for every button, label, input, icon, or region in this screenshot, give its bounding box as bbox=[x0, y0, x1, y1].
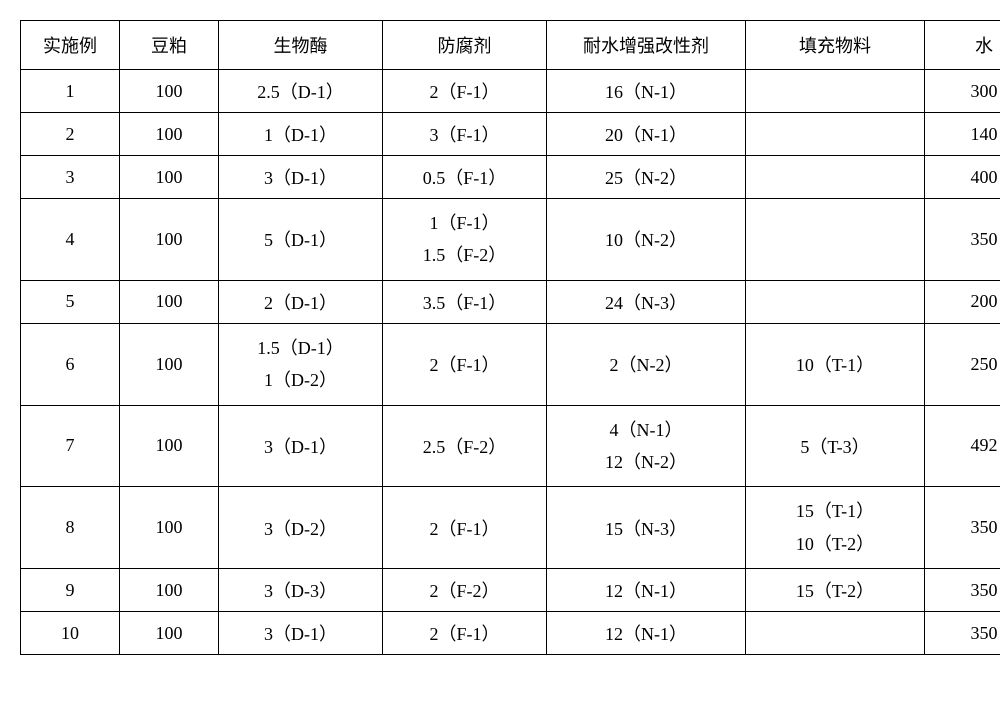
table-cell: 2（F-1） bbox=[383, 70, 547, 113]
table-cell: 2.5（D-1） bbox=[219, 70, 383, 113]
table-cell: 100 bbox=[120, 280, 219, 323]
col-header: 豆粕 bbox=[120, 21, 219, 70]
col-header: 防腐剂 bbox=[383, 21, 547, 70]
table-cell: 4（N-1）12（N-2） bbox=[547, 405, 746, 487]
table-cell: 400 bbox=[925, 156, 1000, 199]
data-table: 实施例豆粕生物酶防腐剂耐水增强改性剂填充物料水 11002.5（D-1）2（F-… bbox=[20, 20, 1000, 655]
table-cell: 350 bbox=[925, 569, 1000, 612]
table-cell: 3（F-1） bbox=[383, 113, 547, 156]
table-cell: 2（F-2） bbox=[383, 569, 547, 612]
col-header: 实施例 bbox=[21, 21, 120, 70]
table-cell: 200 bbox=[925, 280, 1000, 323]
table-row: 41005（D-1）1（F-1）1.5（F-2）10（N-2） 350 bbox=[21, 199, 1000, 281]
table-cell: 350 bbox=[925, 612, 1000, 655]
table-cell: 100 bbox=[120, 70, 219, 113]
table-cell: 100 bbox=[120, 199, 219, 281]
table-cell: 0.5（F-1） bbox=[383, 156, 547, 199]
table-cell: 24（N-3） bbox=[547, 280, 746, 323]
table-cell: 1.5（D-1）1（D-2） bbox=[219, 323, 383, 405]
table-row: 51002（D-1）3.5（F-1）24（N-3） 200 bbox=[21, 280, 1000, 323]
table-cell bbox=[746, 70, 925, 113]
table-cell: 12（N-1） bbox=[547, 569, 746, 612]
col-header: 生物酶 bbox=[219, 21, 383, 70]
table-row: 61001.5（D-1）1（D-2）2（F-1）2（N-2）10（T-1）250 bbox=[21, 323, 1000, 405]
table-cell: 10（T-1） bbox=[746, 323, 925, 405]
table-cell: 2（F-1） bbox=[383, 487, 547, 569]
table-cell: 2（N-2） bbox=[547, 323, 746, 405]
table-cell: 5 bbox=[21, 280, 120, 323]
table-cell: 9 bbox=[21, 569, 120, 612]
table-cell: 25（N-2） bbox=[547, 156, 746, 199]
table-body: 11002.5（D-1）2（F-1）16（N-1）30021001（D-1）3（… bbox=[21, 70, 1000, 655]
table-cell: 2（D-1） bbox=[219, 280, 383, 323]
table-row: 11002.5（D-1）2（F-1）16（N-1） 300 bbox=[21, 70, 1000, 113]
table-cell: 4 bbox=[21, 199, 120, 281]
table-row: 71003（D-1）2.5（F-2）4（N-1）12（N-2）5（T-3）492 bbox=[21, 405, 1000, 487]
table-cell: 100 bbox=[120, 612, 219, 655]
table-cell: 15（T-2） bbox=[746, 569, 925, 612]
table-cell: 3（D-2） bbox=[219, 487, 383, 569]
table-cell: 3（D-1） bbox=[219, 612, 383, 655]
table-cell bbox=[746, 199, 925, 281]
table-cell: 100 bbox=[120, 487, 219, 569]
table-cell: 16（N-1） bbox=[547, 70, 746, 113]
table-header: 实施例豆粕生物酶防腐剂耐水增强改性剂填充物料水 bbox=[21, 21, 1000, 70]
table-cell bbox=[746, 612, 925, 655]
table-cell: 100 bbox=[120, 323, 219, 405]
col-header: 水 bbox=[925, 21, 1000, 70]
table-cell bbox=[746, 113, 925, 156]
table-cell: 5（T-3） bbox=[746, 405, 925, 487]
table-cell: 2（F-1） bbox=[383, 612, 547, 655]
table-cell: 6 bbox=[21, 323, 120, 405]
table-cell: 300 bbox=[925, 70, 1000, 113]
table-cell: 12（N-1） bbox=[547, 612, 746, 655]
table-cell bbox=[746, 156, 925, 199]
table-cell: 140 bbox=[925, 113, 1000, 156]
table-row: 31003（D-1）0.5（F-1）25（N-2） 400 bbox=[21, 156, 1000, 199]
table-cell: 1 bbox=[21, 70, 120, 113]
table-row: 81003（D-2）2（F-1）15（N-3）15（T-1）10（T-2）350 bbox=[21, 487, 1000, 569]
table-cell: 7 bbox=[21, 405, 120, 487]
table-cell: 8 bbox=[21, 487, 120, 569]
table-cell bbox=[746, 280, 925, 323]
table-cell: 3（D-3） bbox=[219, 569, 383, 612]
table-cell: 5（D-1） bbox=[219, 199, 383, 281]
table-row: 91003（D-3）2（F-2）12（N-1）15（T-2）350 bbox=[21, 569, 1000, 612]
table-cell: 100 bbox=[120, 113, 219, 156]
table-cell: 15（T-1）10（T-2） bbox=[746, 487, 925, 569]
table-row: 21001（D-1）3（F-1）20（N-1） 140 bbox=[21, 113, 1000, 156]
table-cell: 2.5（F-2） bbox=[383, 405, 547, 487]
table-cell: 100 bbox=[120, 156, 219, 199]
table-cell: 15（N-3） bbox=[547, 487, 746, 569]
table-cell: 2 bbox=[21, 113, 120, 156]
table-cell: 350 bbox=[925, 199, 1000, 281]
col-header: 填充物料 bbox=[746, 21, 925, 70]
table-cell: 1（F-1）1.5（F-2） bbox=[383, 199, 547, 281]
table-cell: 3（D-1） bbox=[219, 405, 383, 487]
table-cell: 2（F-1） bbox=[383, 323, 547, 405]
header-row: 实施例豆粕生物酶防腐剂耐水增强改性剂填充物料水 bbox=[21, 21, 1000, 70]
table-cell: 10（N-2） bbox=[547, 199, 746, 281]
table-cell: 250 bbox=[925, 323, 1000, 405]
table-cell: 1（D-1） bbox=[219, 113, 383, 156]
table-cell: 20（N-1） bbox=[547, 113, 746, 156]
table-cell: 350 bbox=[925, 487, 1000, 569]
table-cell: 3.5（F-1） bbox=[383, 280, 547, 323]
table-cell: 100 bbox=[120, 569, 219, 612]
table-cell: 10 bbox=[21, 612, 120, 655]
col-header: 耐水增强改性剂 bbox=[547, 21, 746, 70]
table-cell: 3 bbox=[21, 156, 120, 199]
table-cell: 492 bbox=[925, 405, 1000, 487]
table-cell: 100 bbox=[120, 405, 219, 487]
table-cell: 3（D-1） bbox=[219, 156, 383, 199]
table-row: 101003（D-1）2（F-1）12（N-1） 350 bbox=[21, 612, 1000, 655]
